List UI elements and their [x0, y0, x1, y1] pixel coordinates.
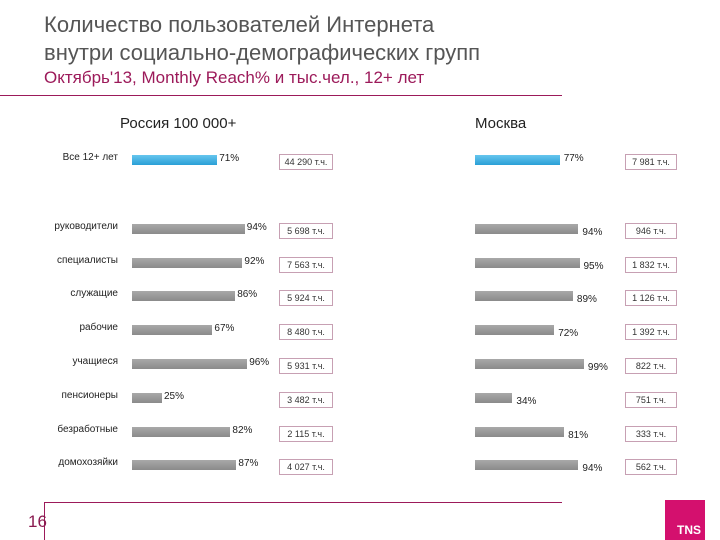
chart-title-russia: Россия 100 000+ — [120, 115, 237, 132]
category-label: безработные — [57, 424, 118, 435]
value-label-moscow: 95% — [583, 261, 604, 272]
bar-moscow — [475, 258, 580, 268]
count-box-moscow: 7 981 т.ч. — [625, 154, 677, 170]
count-box-russia: 5 931 т.ч. — [279, 358, 333, 374]
count-box-moscow: 751 т.ч. — [625, 392, 677, 408]
bar-russia — [132, 224, 245, 234]
count-box-russia: 44 290 т.ч. — [279, 154, 333, 170]
count-box-russia: 8 480 т.ч. — [279, 324, 333, 340]
bar-moscow — [475, 224, 579, 234]
value-label-moscow: 94% — [582, 227, 603, 238]
bar-russia — [132, 393, 162, 403]
bar-russia — [132, 460, 237, 470]
page-number: 16 — [28, 512, 47, 531]
value-label-russia: 71% — [219, 153, 240, 164]
count-box-russia: 5 924 т.ч. — [279, 290, 333, 306]
category-label: учащиеся — [72, 356, 118, 367]
count-box-russia: 5 698 т.ч. — [279, 223, 333, 239]
count-box-russia: 2 115 т.ч. — [279, 426, 333, 442]
bar-russia — [132, 359, 248, 369]
bar-russia — [132, 427, 231, 437]
logo-text: TNS — [677, 523, 701, 537]
value-label-moscow: 99% — [587, 362, 608, 373]
category-label: Все 12+ лет — [62, 152, 118, 163]
value-label-russia: 96% — [249, 357, 270, 368]
value-label-moscow: 77% — [563, 153, 584, 164]
count-box-moscow: 822 т.ч. — [625, 358, 677, 374]
tns-logo: TNS — [665, 500, 705, 540]
count-box-russia: 4 027 т.ч. — [279, 459, 333, 475]
value-label-moscow: 34% — [516, 396, 537, 407]
value-label-moscow: 94% — [582, 463, 603, 474]
count-box-moscow: 562 т.ч. — [625, 459, 677, 475]
value-label-russia: 86% — [237, 289, 258, 300]
chart-title-moscow: Москва — [475, 115, 527, 132]
value-label-moscow: 72% — [558, 328, 579, 339]
value-label-russia: 94% — [246, 222, 267, 233]
count-box-moscow: 333 т.ч. — [625, 426, 677, 442]
title-line-2: внутри социально-демографических групп — [44, 40, 481, 65]
title-line-1: Количество пользователей Интернета — [44, 12, 435, 37]
bar-moscow — [475, 291, 573, 301]
category-label: специалисты — [56, 255, 118, 266]
subtitle: Октябрь'13, Monthly Reach% и тыс.чел., 1… — [44, 68, 425, 87]
count-box-russia: 3 482 т.ч. — [279, 392, 333, 408]
category-label: домохозяйки — [58, 457, 118, 468]
count-box-moscow: 1 126 т.ч. — [625, 290, 677, 306]
bar-russia — [132, 155, 218, 165]
bar-moscow — [475, 155, 560, 165]
footer-vertical-divider — [44, 502, 45, 540]
bar-russia — [132, 325, 213, 335]
bar-russia — [132, 258, 243, 268]
bar-moscow — [475, 393, 513, 403]
count-box-moscow: 1 832 т.ч. — [625, 257, 677, 273]
bar-moscow — [475, 359, 584, 369]
value-label-moscow: 89% — [576, 294, 597, 305]
bar-moscow — [475, 325, 555, 335]
category-label: пенсионеры — [61, 390, 118, 401]
value-label-russia: 92% — [244, 256, 265, 267]
count-box-russia: 7 563 т.ч. — [279, 257, 333, 273]
category-label: служащие — [70, 288, 118, 299]
category-label: рабочие — [79, 322, 118, 333]
footer-divider — [44, 502, 562, 503]
value-label-russia: 82% — [232, 425, 253, 436]
count-box-moscow: 1 392 т.ч. — [625, 324, 677, 340]
bar-moscow — [475, 427, 565, 437]
count-box-moscow: 946 т.ч. — [625, 223, 677, 239]
header-divider — [0, 95, 562, 96]
bar-moscow — [475, 460, 579, 470]
value-label-moscow: 81% — [568, 430, 589, 441]
value-label-russia: 87% — [238, 458, 259, 469]
value-label-russia: 25% — [164, 391, 185, 402]
bar-russia — [132, 291, 236, 301]
value-label-russia: 67% — [214, 323, 235, 334]
category-label: руководители — [54, 221, 118, 232]
